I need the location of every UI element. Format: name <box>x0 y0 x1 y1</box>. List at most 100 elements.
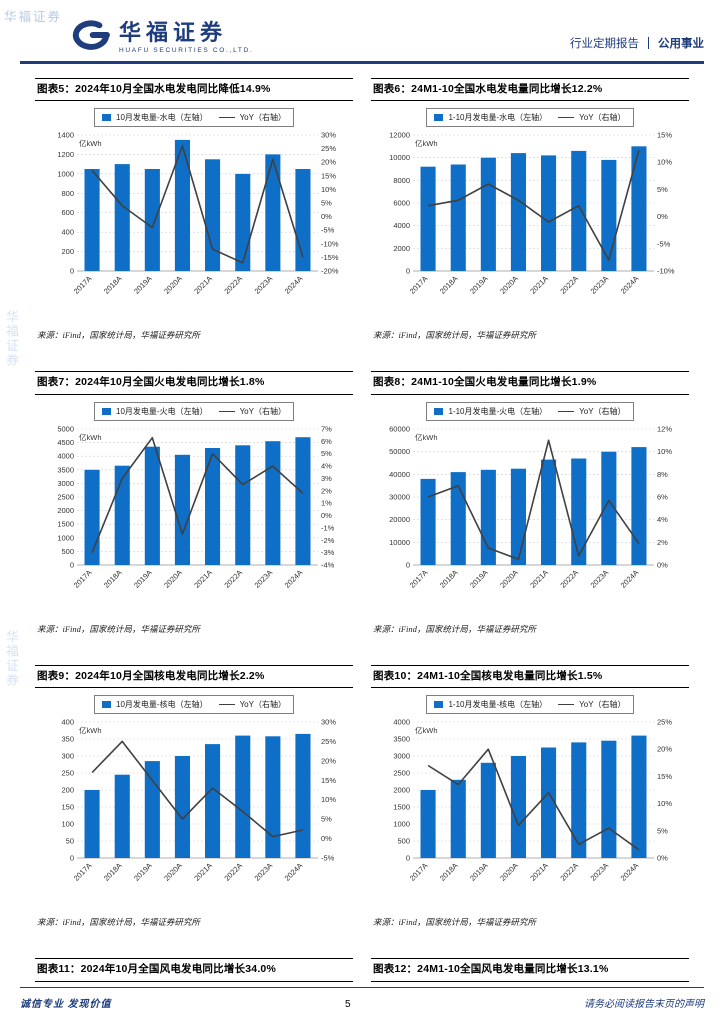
svg-text:6%: 6% <box>657 492 668 501</box>
brand-name-en: HUAFU SECURITIES CO.,LTD. <box>119 46 254 54</box>
svg-text:8%: 8% <box>657 470 668 479</box>
svg-text:2017A: 2017A <box>72 274 94 296</box>
svg-text:0%: 0% <box>657 854 668 863</box>
svg-text:2024A: 2024A <box>283 274 305 296</box>
chart-canvas: 0 500 1000 1500 2000 2500 3000 3500 4000 4500 5000… <box>57 424 335 590</box>
bar-series-swatch <box>434 701 444 709</box>
svg-text:2018A: 2018A <box>438 568 460 590</box>
legend-wrap: 10月发电量-水电（左轴） YoY（右轴） <box>35 108 353 128</box>
brand-logo: 华福证券 HUAFU SECURITIES CO.,LTD. <box>72 19 253 56</box>
svg-text:2024A: 2024A <box>619 861 641 883</box>
svg-text:-10%: -10% <box>657 267 675 276</box>
svg-text:0%: 0% <box>657 560 668 569</box>
svg-text:25%: 25% <box>321 737 336 746</box>
page-number: 5 <box>344 999 351 1010</box>
svg-text:2020A: 2020A <box>162 568 184 590</box>
svg-text:-20%: -20% <box>321 267 339 276</box>
svg-text:-10%: -10% <box>321 239 339 248</box>
line-series-label: YoY（右轴） <box>579 700 626 710</box>
svg-text:10%: 10% <box>657 800 672 809</box>
svg-text:1%: 1% <box>321 498 332 507</box>
chart-legend: 10月发电量-水电（左轴） YoY（右轴） <box>94 108 294 128</box>
svg-text:2021A: 2021A <box>192 274 214 296</box>
legend-wrap: 1-10月发电量-核电（左轴） YoY（右轴） <box>371 695 689 715</box>
report-category: 公用事业 <box>658 38 704 50</box>
line-series-label: YoY（右轴） <box>239 406 286 416</box>
svg-text:-5%: -5% <box>321 854 335 863</box>
svg-text:30%: 30% <box>321 718 336 727</box>
svg-text:1200: 1200 <box>57 150 74 159</box>
svg-text:0: 0 <box>406 560 410 569</box>
chart-canvas: 0 2000 4000 6000 8000 10000 12000 -10% -5% 0% 5% 10… <box>389 131 675 296</box>
svg-text:150: 150 <box>61 803 74 812</box>
svg-text:15%: 15% <box>657 131 672 140</box>
svg-text:2018A: 2018A <box>102 568 124 590</box>
svg-text:2024A: 2024A <box>619 568 641 590</box>
svg-text:3000: 3000 <box>393 752 410 761</box>
svg-text:亿kWh: 亿kWh <box>79 432 102 442</box>
legend-wrap: 1-10月发电量-水电（左轴） YoY（右轴） <box>371 108 689 128</box>
svg-text:10%: 10% <box>321 796 336 805</box>
svg-text:5000: 5000 <box>57 424 74 433</box>
legend-wrap: 1-10月发电量-火电（左轴） YoY（右轴） <box>371 401 689 421</box>
svg-text:5%: 5% <box>321 815 332 824</box>
svg-text:2018A: 2018A <box>102 274 124 296</box>
svg-text:亿kWh: 亿kWh <box>79 138 102 148</box>
svg-text:4%: 4% <box>657 515 668 524</box>
svg-text:2022A: 2022A <box>558 861 580 883</box>
line-series-label: YoY（右轴） <box>239 700 286 710</box>
brand-name-cn: 华福证券 <box>119 20 228 46</box>
bar-series-swatch <box>102 407 112 415</box>
svg-text:亿kWh: 亿kWh <box>415 432 438 442</box>
svg-text:2021A: 2021A <box>528 861 550 883</box>
svg-text:2%: 2% <box>657 538 668 547</box>
svg-text:0: 0 <box>406 854 410 863</box>
svg-text:10000: 10000 <box>389 538 410 547</box>
svg-text:2023A: 2023A <box>253 861 275 883</box>
svg-text:亿kWh: 亿kWh <box>415 725 438 735</box>
svg-text:2000: 2000 <box>393 244 410 253</box>
svg-text:500: 500 <box>61 547 74 556</box>
svg-text:20%: 20% <box>321 158 336 167</box>
svg-text:400: 400 <box>61 718 74 727</box>
footer: 诚信专业 发现价值 5 请务必阅读报告末页的声明 <box>20 987 704 1010</box>
legend-wrap: 10月发电量-核电（左轴） YoY（右轴） <box>35 695 353 715</box>
svg-text:2017A: 2017A <box>408 861 430 883</box>
svg-text:2019A: 2019A <box>468 861 490 883</box>
svg-text:2020A: 2020A <box>498 861 520 883</box>
meta-divider <box>648 37 649 49</box>
charts-grid: 图表5：2024年10月全国水电发电同比降低14.9% 10月发电量-水电（左轴）… <box>35 77 689 983</box>
chart-legend: 10月发电量-核电（左轴） YoY（右轴） <box>94 695 294 715</box>
svg-text:12%: 12% <box>657 424 672 433</box>
svg-text:1500: 1500 <box>393 803 410 812</box>
legend-wrap: 10月发电量-火电（左轴） YoY（右轴） <box>35 401 353 421</box>
svg-text:2019A: 2019A <box>132 861 154 883</box>
line-series-label: YoY（右轴） <box>579 113 626 123</box>
svg-text:4000: 4000 <box>393 221 410 230</box>
svg-text:6000: 6000 <box>393 199 410 208</box>
chart-title: 图表8：24M1-10全国火电发电量同比增长1.9% <box>371 371 689 395</box>
svg-text:50000: 50000 <box>389 447 410 456</box>
svg-text:6%: 6% <box>321 437 332 446</box>
svg-text:-2%: -2% <box>321 536 335 545</box>
svg-text:2017A: 2017A <box>72 861 94 883</box>
svg-text:2018A: 2018A <box>438 861 460 883</box>
chart-canvas: 0 50 100 150 200 250 300 350 400 -5% 0% 5% 10% 15% 20%… <box>61 718 336 883</box>
svg-text:2000: 2000 <box>57 506 74 515</box>
svg-text:8000: 8000 <box>393 176 410 185</box>
svg-text:20%: 20% <box>657 745 672 754</box>
svg-text:3000: 3000 <box>57 479 74 488</box>
chart-block-9: 图表9：2024年10月全国核电发电同比增长2.2% 10月发电量-核电（左轴） Y… <box>35 664 353 929</box>
svg-text:400: 400 <box>61 228 74 237</box>
chart-canvas: 0 500 1000 1500 2000 2500 3000 3500 4000 0% 5% 10% 1… <box>393 718 672 883</box>
line-series-swatch <box>558 704 575 706</box>
svg-text:15%: 15% <box>321 171 336 180</box>
huafu-logo-icon <box>72 19 110 56</box>
svg-text:2021A: 2021A <box>192 861 214 883</box>
svg-text:3500: 3500 <box>57 465 74 474</box>
svg-text:0%: 0% <box>321 511 332 520</box>
svg-text:60000: 60000 <box>389 424 410 433</box>
svg-text:2020A: 2020A <box>162 861 184 883</box>
svg-text:12000: 12000 <box>389 131 410 140</box>
svg-text:0%: 0% <box>657 212 668 221</box>
